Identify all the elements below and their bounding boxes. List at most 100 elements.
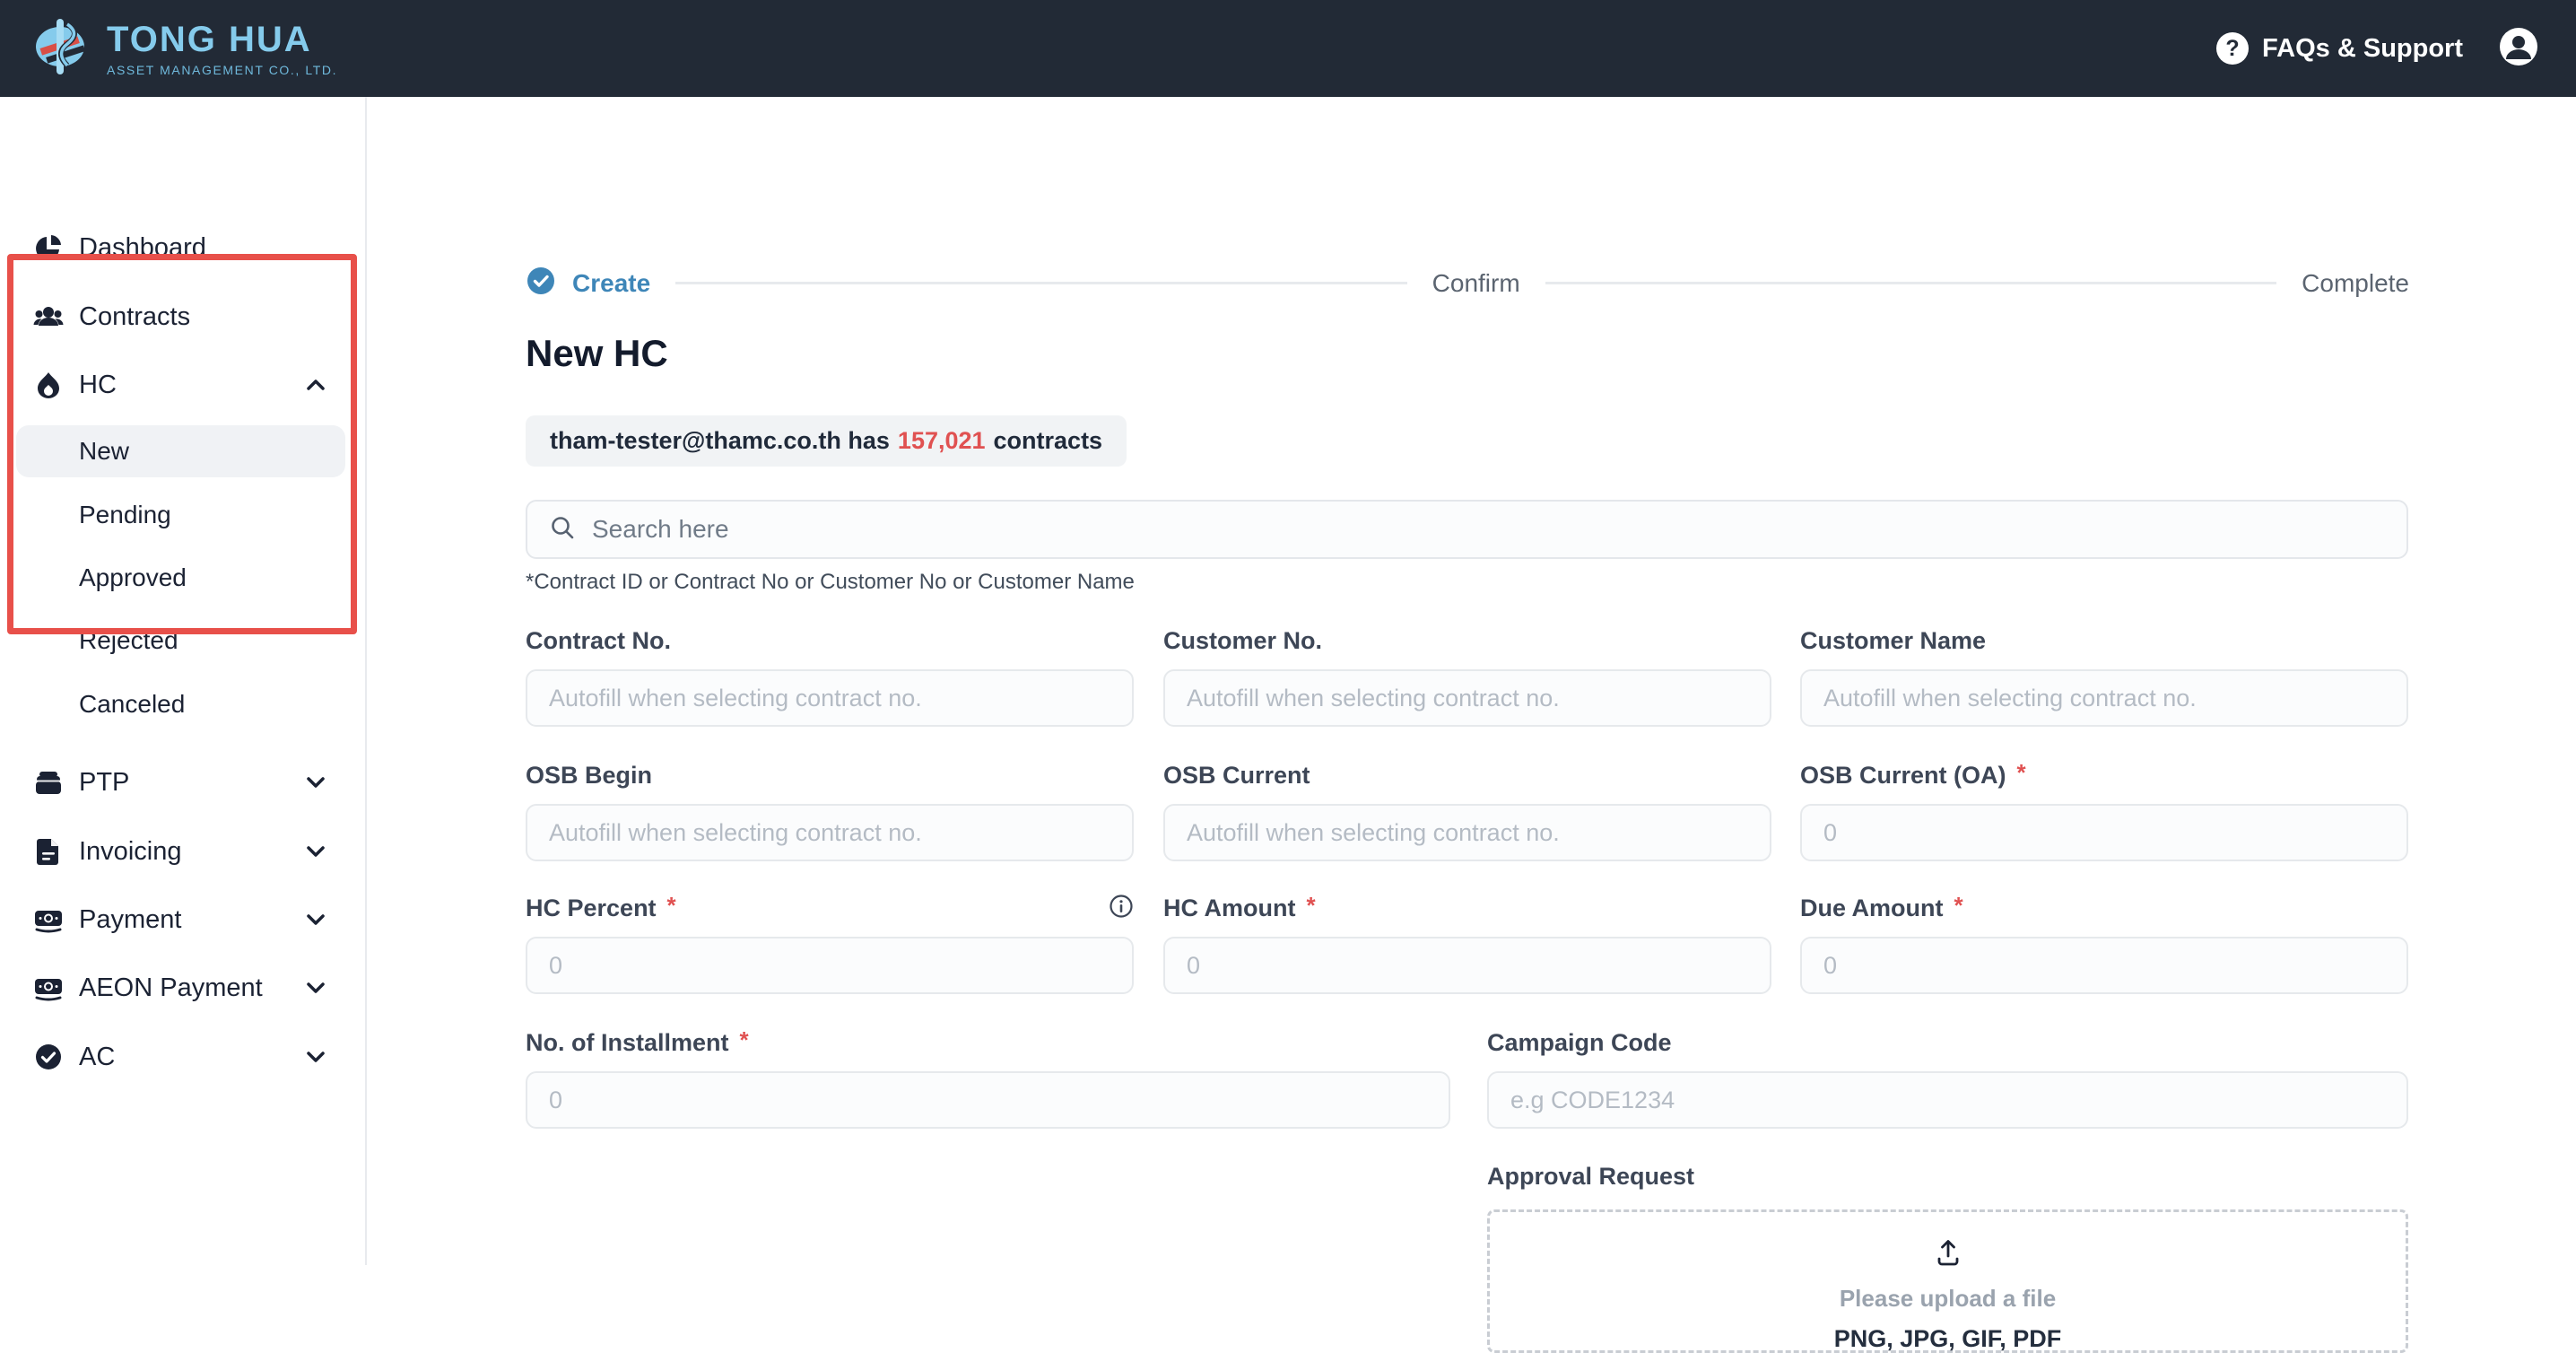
field-no-of-installment: No. of Installment * bbox=[526, 1026, 1450, 1129]
due-amount-input[interactable] bbox=[1800, 937, 2408, 994]
sidebar-subitem-approved[interactable]: Approved bbox=[16, 552, 345, 604]
sidebar-item-ac[interactable]: AC bbox=[0, 1032, 367, 1082]
banknote-icon bbox=[33, 904, 64, 935]
chevron-down-icon bbox=[304, 908, 327, 931]
approval-request-upload-dropzone[interactable]: Please upload a file PNG, JPG, GIF, PDF bbox=[1487, 1209, 2408, 1353]
customer-no-input[interactable] bbox=[1163, 669, 1771, 727]
osb-current-oa-input[interactable] bbox=[1800, 804, 2408, 861]
field-osb-begin: OSB Begin bbox=[526, 761, 1134, 861]
main-content: Create Confirm Complete New HC tham-test… bbox=[369, 97, 2576, 1353]
chevron-down-icon bbox=[304, 1045, 327, 1069]
contracts-info-prefix: tham-tester@thamc.co.th has bbox=[550, 427, 890, 454]
contracts-info-suffix: contracts bbox=[993, 427, 1103, 454]
upload-prompt: Please upload a file bbox=[1839, 1285, 2057, 1312]
sidebar-subitem-label: Canceled bbox=[79, 690, 186, 718]
customer-name-input[interactable] bbox=[1800, 669, 2408, 727]
faqs-support-button[interactable]: ? FAQs & Support bbox=[2216, 32, 2463, 65]
field-osb-current: OSB Current bbox=[1163, 761, 1771, 861]
step-confirm: Confirm bbox=[1432, 269, 1520, 298]
tong-hua-logo-icon bbox=[33, 15, 92, 83]
required-asterisk: * bbox=[666, 891, 676, 919]
sidebar-item-label: Invoicing bbox=[79, 836, 182, 866]
sidebar-subitem-new[interactable]: New bbox=[16, 425, 345, 477]
pie-chart-icon bbox=[33, 232, 64, 263]
sidebar-item-label: AEON Payment bbox=[79, 973, 263, 1002]
wallet-icon bbox=[33, 767, 64, 798]
sidebar-item-label: AC bbox=[79, 1042, 116, 1071]
field-label: Customer Name bbox=[1800, 626, 1987, 654]
sidebar-item-label: Dashboard bbox=[79, 232, 206, 262]
upload-formats: PNG, JPG, GIF, PDF bbox=[1833, 1325, 2062, 1352]
osb-current-input[interactable] bbox=[1163, 804, 1771, 861]
upload-icon bbox=[1933, 1237, 1963, 1272]
top-bar: TONG HUA ASSET MANAGEMENT CO., LTD. ? FA… bbox=[0, 0, 2576, 97]
field-label: Contract No. bbox=[526, 626, 671, 654]
field-due-amount: Due Amount * bbox=[1800, 891, 2408, 994]
approval-request-label: Approval Request bbox=[1487, 1163, 1695, 1190]
osb-begin-input[interactable] bbox=[526, 804, 1134, 861]
field-customer-name: Customer Name bbox=[1800, 626, 2408, 727]
contract-no-input[interactable] bbox=[526, 669, 1134, 727]
sidebar-item-label: HC bbox=[79, 370, 117, 399]
banknote-icon bbox=[33, 973, 64, 1003]
sidebar-subitem-label: New bbox=[79, 437, 130, 465]
faqs-support-label: FAQs & Support bbox=[2262, 33, 2463, 63]
field-label: HC Amount bbox=[1163, 894, 1296, 921]
chevron-up-icon bbox=[304, 373, 327, 397]
search-input[interactable] bbox=[592, 515, 2385, 544]
field-label: Customer No. bbox=[1163, 626, 1323, 654]
no-of-installment-input[interactable] bbox=[526, 1071, 1450, 1129]
field-label: OSB Current (OA) bbox=[1800, 761, 2006, 789]
sidebar-item-label: PTP bbox=[79, 767, 130, 797]
stepper-connector bbox=[1545, 282, 2277, 284]
sidebar-item-payment[interactable]: Payment bbox=[0, 895, 367, 945]
sidebar-item-hc[interactable]: HC bbox=[0, 360, 367, 410]
field-hc-amount: HC Amount * bbox=[1163, 891, 1771, 994]
field-label: No. of Installment bbox=[526, 1028, 729, 1056]
sidebar-item-invoicing[interactable]: Invoicing bbox=[0, 826, 367, 877]
field-hc-percent: HC Percent * bbox=[526, 891, 1134, 994]
field-customer-no: Customer No. bbox=[1163, 626, 1771, 727]
search-icon bbox=[549, 514, 576, 546]
chevron-down-icon bbox=[304, 840, 327, 863]
field-label: Campaign Code bbox=[1487, 1028, 1672, 1056]
sidebar-item-label: Payment bbox=[79, 904, 182, 934]
hc-percent-input[interactable] bbox=[526, 937, 1134, 994]
chevron-down-icon bbox=[304, 771, 327, 794]
contract-search-bar[interactable] bbox=[526, 500, 2408, 559]
search-helper-text: *Contract ID or Contract No or Customer … bbox=[526, 570, 1135, 594]
sidebar-item-aeon-payment[interactable]: AEON Payment bbox=[0, 963, 367, 1013]
hc-amount-input[interactable] bbox=[1163, 937, 1771, 994]
step-label: Create bbox=[572, 268, 651, 297]
required-asterisk: * bbox=[1954, 891, 1963, 919]
info-icon[interactable] bbox=[1109, 894, 1134, 923]
required-asterisk: * bbox=[2016, 758, 2026, 786]
sidebar-subitem-pending[interactable]: Pending bbox=[16, 489, 345, 541]
sidebar-subitem-rejected[interactable]: Rejected bbox=[16, 615, 345, 667]
user-avatar-icon[interactable] bbox=[2499, 27, 2538, 71]
field-campaign-code: Campaign Code bbox=[1487, 1028, 2408, 1129]
stepper-connector bbox=[675, 282, 1407, 284]
field-contract-no: Contract No. bbox=[526, 626, 1134, 727]
sidebar-item-contracts[interactable]: Contracts bbox=[0, 292, 367, 342]
required-asterisk: * bbox=[739, 1026, 749, 1053]
sidebar-item-ptp[interactable]: PTP bbox=[0, 757, 367, 807]
sidebar-item-label: Contracts bbox=[79, 301, 191, 331]
field-label: Due Amount bbox=[1800, 894, 1944, 921]
document-icon bbox=[33, 836, 64, 867]
users-icon bbox=[33, 301, 64, 332]
sidebar: Dashboard Contracts HC New bbox=[0, 97, 367, 1265]
sidebar-item-dashboard[interactable]: Dashboard bbox=[0, 223, 367, 273]
check-circle-icon bbox=[33, 1042, 64, 1072]
stepper: Create Confirm Complete bbox=[526, 258, 2409, 308]
field-label: HC Percent bbox=[526, 894, 657, 921]
campaign-code-input[interactable] bbox=[1487, 1071, 2408, 1129]
help-icon: ? bbox=[2216, 32, 2250, 65]
sidebar-subitem-canceled[interactable]: Canceled bbox=[16, 678, 345, 730]
contracts-info-badge: tham-tester@thamc.co.th has 157,021 cont… bbox=[526, 415, 1127, 467]
required-asterisk: * bbox=[1306, 891, 1316, 919]
flame-icon bbox=[33, 370, 64, 400]
contracts-count: 157,021 bbox=[897, 427, 986, 454]
field-label: OSB Begin bbox=[526, 761, 653, 789]
brand-subtitle: ASSET MANAGEMENT CO., LTD. bbox=[107, 62, 338, 77]
